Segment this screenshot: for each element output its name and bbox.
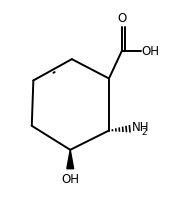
Text: OH: OH xyxy=(142,45,160,57)
Text: OH: OH xyxy=(61,173,79,186)
Polygon shape xyxy=(67,150,74,169)
Text: O: O xyxy=(117,12,126,25)
Text: NH: NH xyxy=(132,121,149,134)
Text: 2: 2 xyxy=(141,128,147,137)
